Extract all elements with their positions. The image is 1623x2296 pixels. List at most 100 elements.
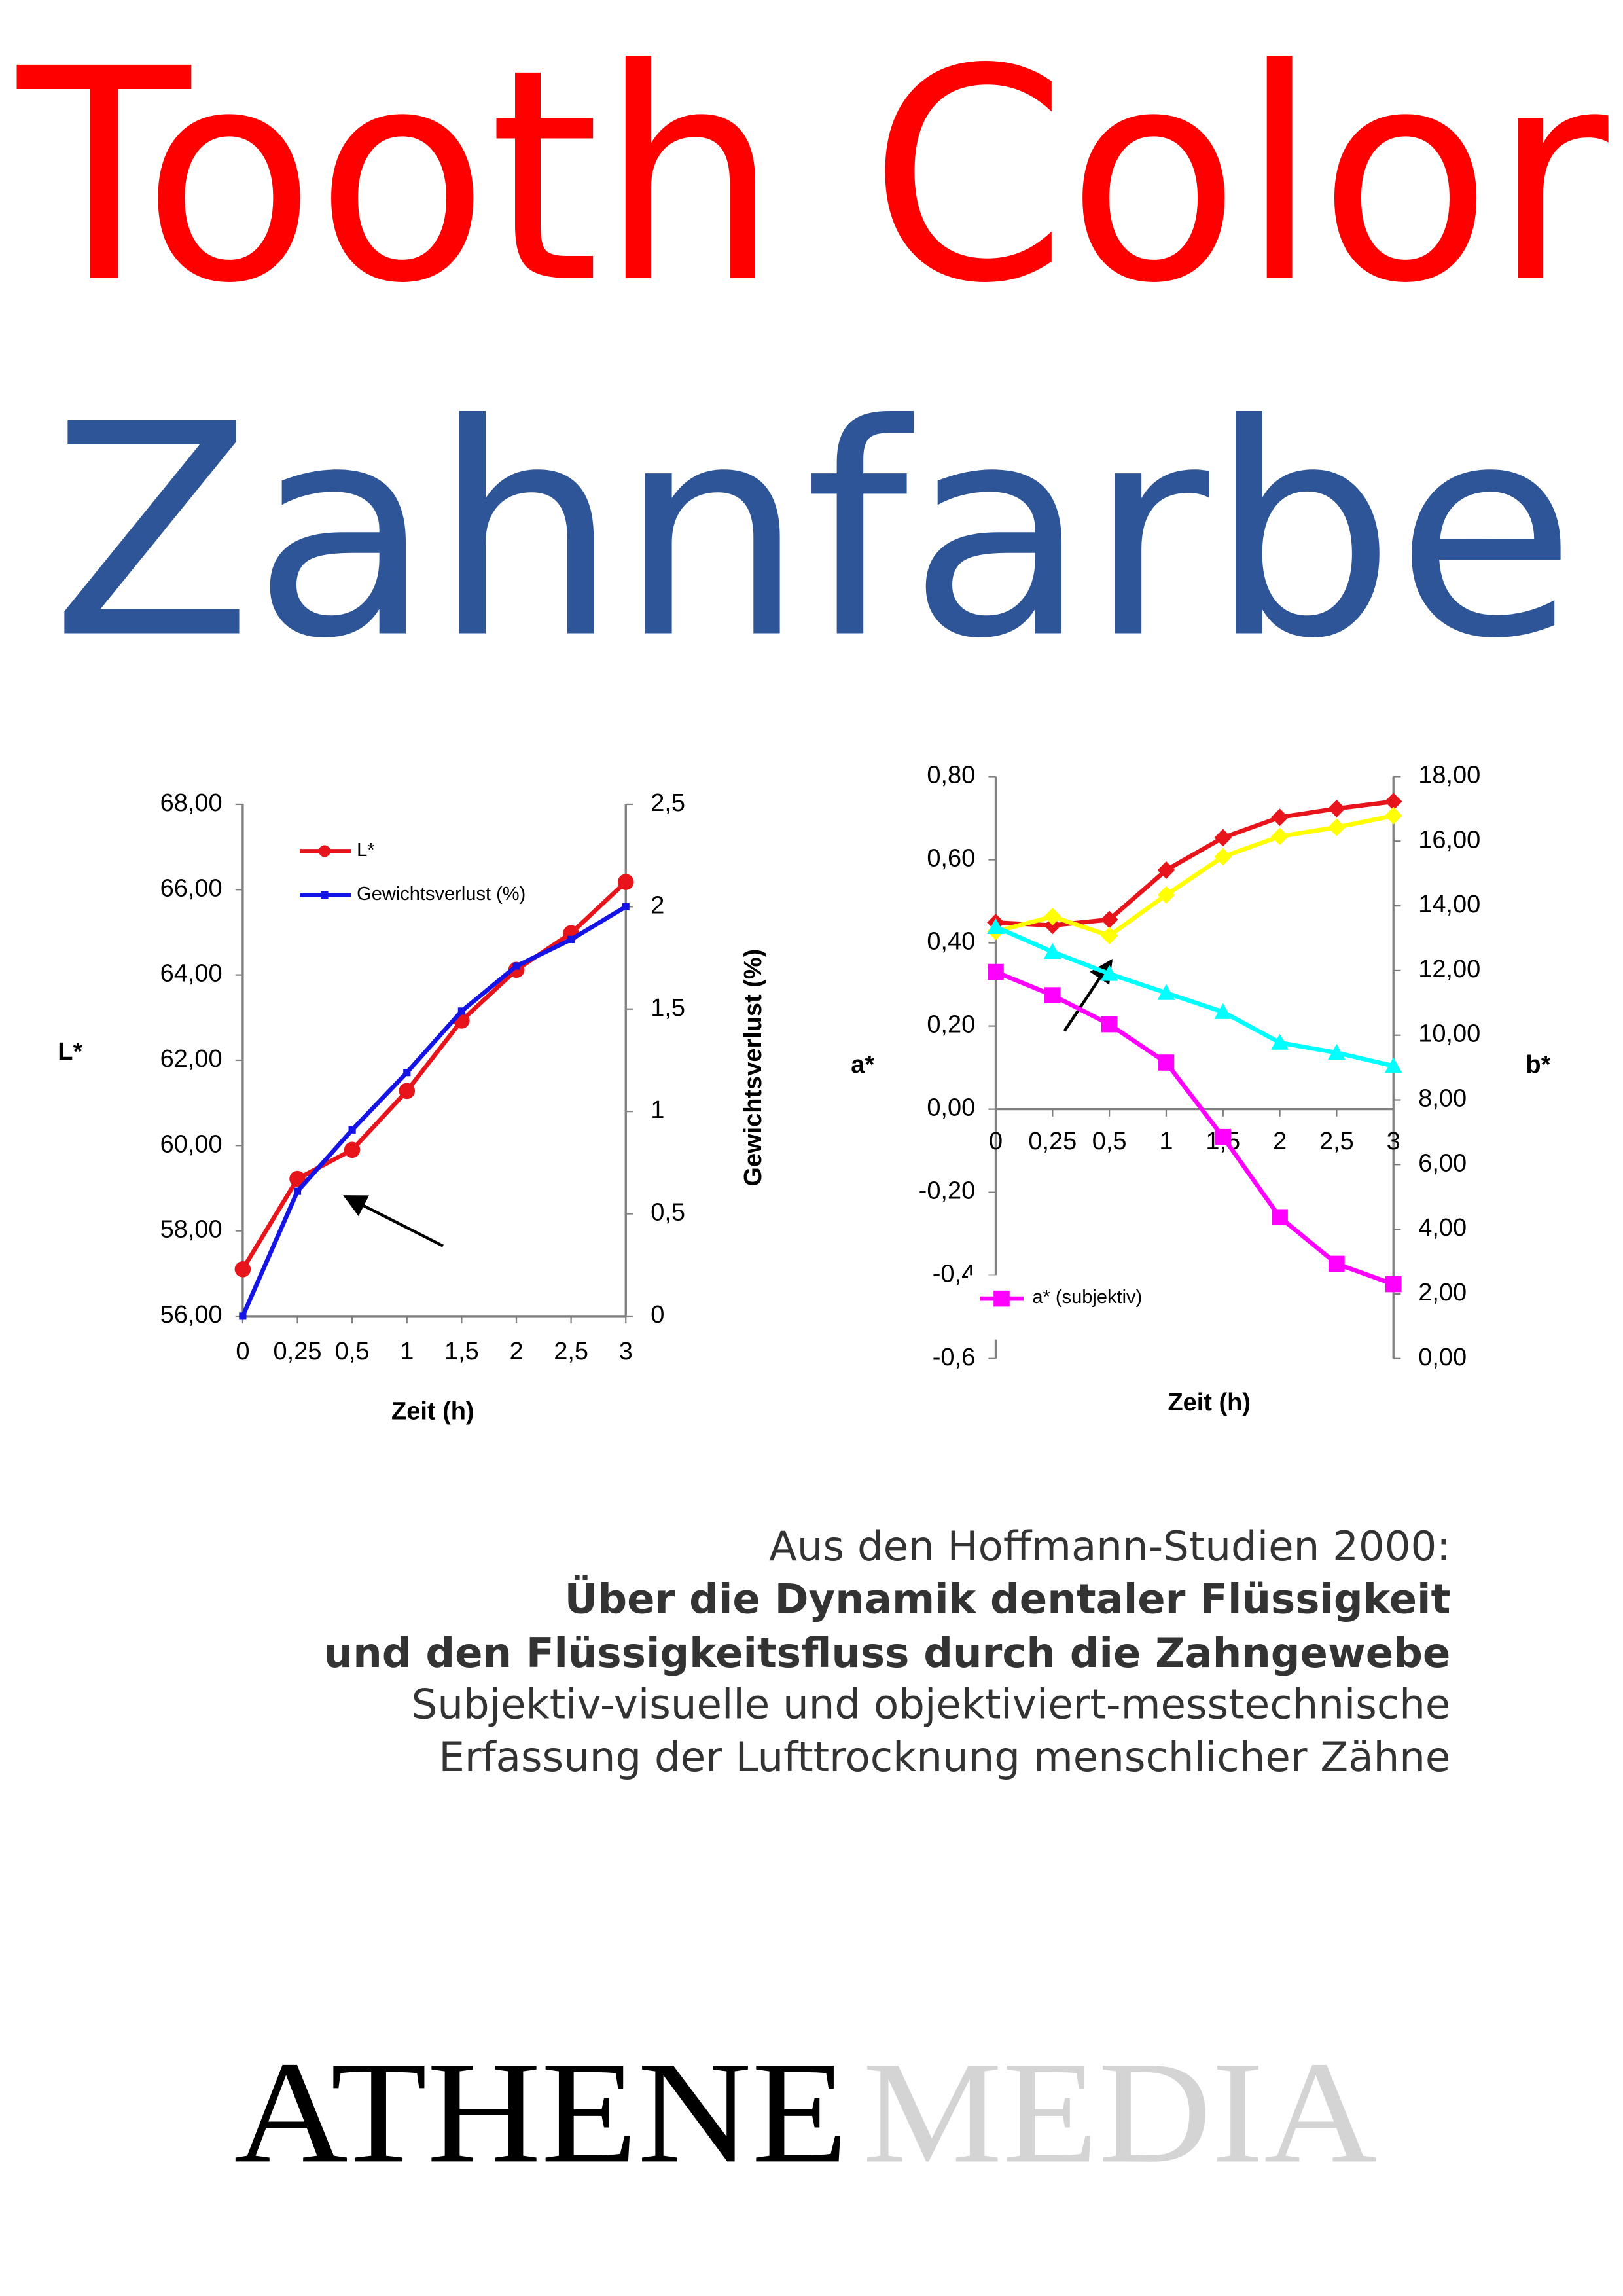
data-point [239,1312,247,1320]
x-axis-title: Zeit (h) [1168,1389,1251,1416]
publisher-light: MEDIA [863,2032,1377,2193]
legend-bg [968,1275,1144,1340]
title-line: Über die Dynamik dentaler Flüssigkeit [565,1575,1451,1623]
y2-tick-label: 0,00 [1418,1344,1467,1371]
y2-tick-label: 0,5 [651,1199,685,1227]
y-tick-label: 0,80 [927,762,975,789]
legend-label: Gewichtsverlust (%) [357,884,526,905]
x-tick-label: 0,25 [274,1338,322,1365]
y2-axis-title: Gewichtsverlust (%) [740,949,767,1187]
data-point [234,1261,251,1278]
data-point [1044,987,1061,1003]
x-tick-label: 0 [236,1338,249,1365]
y2-tick-label: 2 [651,891,664,919]
x-tick-label: 0 [989,1128,1003,1155]
x-tick-label: 0,5 [335,1338,370,1365]
data-point [1271,827,1289,846]
data-point [1215,1128,1232,1145]
y-tick-label: 60,00 [160,1130,223,1158]
data-point [289,1170,306,1187]
legend-label: a* (subjektiv) [1032,1285,1143,1308]
y2-tick-label: 12,00 [1418,956,1480,983]
x-tick-label: 2,5 [554,1338,588,1365]
description-line: Subjektiv-visuelle und objektiviert-mess… [412,1680,1451,1728]
y-tick-label: 0,40 [927,928,975,956]
data-point [344,1141,361,1158]
y2-axis-title: b* [1525,1051,1550,1079]
data-point [622,903,630,910]
data-point [321,891,329,899]
y-tick-label: -0,20 [919,1177,976,1205]
data-point [1157,984,1175,1000]
y-tick-label: 58,00 [160,1216,223,1244]
x-tick-label: 0,25 [1028,1128,1077,1155]
series-line [240,905,627,1318]
y-tick-label: 64,00 [160,960,223,988]
data-point [512,962,520,970]
source-line: Aus den Hoffmann-Studien 2000: [769,1522,1450,1570]
data-point [1272,1209,1288,1226]
data-point [1158,1054,1175,1071]
legend-label: L* [357,840,374,861]
x-tick-label: 2,5 [1319,1128,1354,1155]
legend-box: a* (subjektiv) [1032,1285,1143,1308]
series-line [995,969,1395,1287]
title: Tooth Color [13,7,1611,348]
y-axis-title: L* [58,1038,82,1066]
data-point [457,1007,465,1015]
x-tick-label: 3 [1387,1128,1400,1155]
y-tick-label: 0,20 [927,1011,975,1039]
y-axis-title: a* [851,1051,874,1079]
y2-tick-label: 2,00 [1418,1279,1467,1306]
data-point [988,963,1004,980]
y2-tick-label: 6,00 [1418,1149,1467,1177]
y2-tick-label: 0 [651,1301,664,1329]
data-point [1214,1003,1232,1019]
publisher-dark: ATHENE [234,2032,847,2193]
data-point [1384,1057,1402,1073]
x-tick-label: 2 [1273,1128,1287,1155]
data-point [567,935,575,943]
data-point [293,1187,302,1195]
data-point [1271,808,1289,827]
y2-tick-label: 4,00 [1418,1214,1467,1242]
y-tick-label: 56,00 [160,1301,223,1329]
data-point [1101,1016,1118,1033]
x-tick-label: 2 [509,1338,523,1365]
series-line [241,880,628,1270]
y2-tick-label: 10,00 [1418,1020,1480,1048]
y-tick-label: 62,00 [160,1045,223,1073]
x-tick-label: 1 [400,1338,414,1365]
y2-tick-label: 8,00 [1418,1085,1467,1113]
data-point [1214,829,1232,847]
data-point [1328,818,1346,836]
data-point [1043,916,1061,935]
data-point [1328,1043,1346,1060]
data-point [1328,800,1346,817]
x-tick-label: 0,5 [1092,1128,1127,1155]
data-point [1214,848,1232,866]
y-tick-label: 0,00 [927,1094,975,1122]
data-point [1043,942,1061,959]
data-point [1271,1033,1289,1050]
data-point [348,1126,356,1134]
x-axis-title: Zeit (h) [391,1397,474,1425]
arrow [343,1194,444,1247]
series-line [995,799,1394,928]
y-tick-label: 66,00 [160,874,223,902]
y2-tick-label: 16,00 [1418,826,1480,853]
y2-tick-label: 1,5 [651,994,685,1022]
y-tick-label: -0,6 [933,1344,975,1371]
data-point [1384,793,1402,811]
data-point [1100,965,1118,981]
subtitle: Zahnfarbe [51,363,1576,703]
data-point [1384,806,1402,825]
y2-tick-label: 1 [651,1096,664,1124]
series-line [995,813,1394,939]
data-point [403,1069,411,1077]
title-line: und den Flüssigkeitsfluss durch die Zahn… [324,1629,1451,1677]
data-point [987,918,1005,934]
description-line: Erfassung der Lufttrocknung menschlicher… [438,1733,1450,1781]
x-tick-label: 1,5 [444,1338,479,1365]
